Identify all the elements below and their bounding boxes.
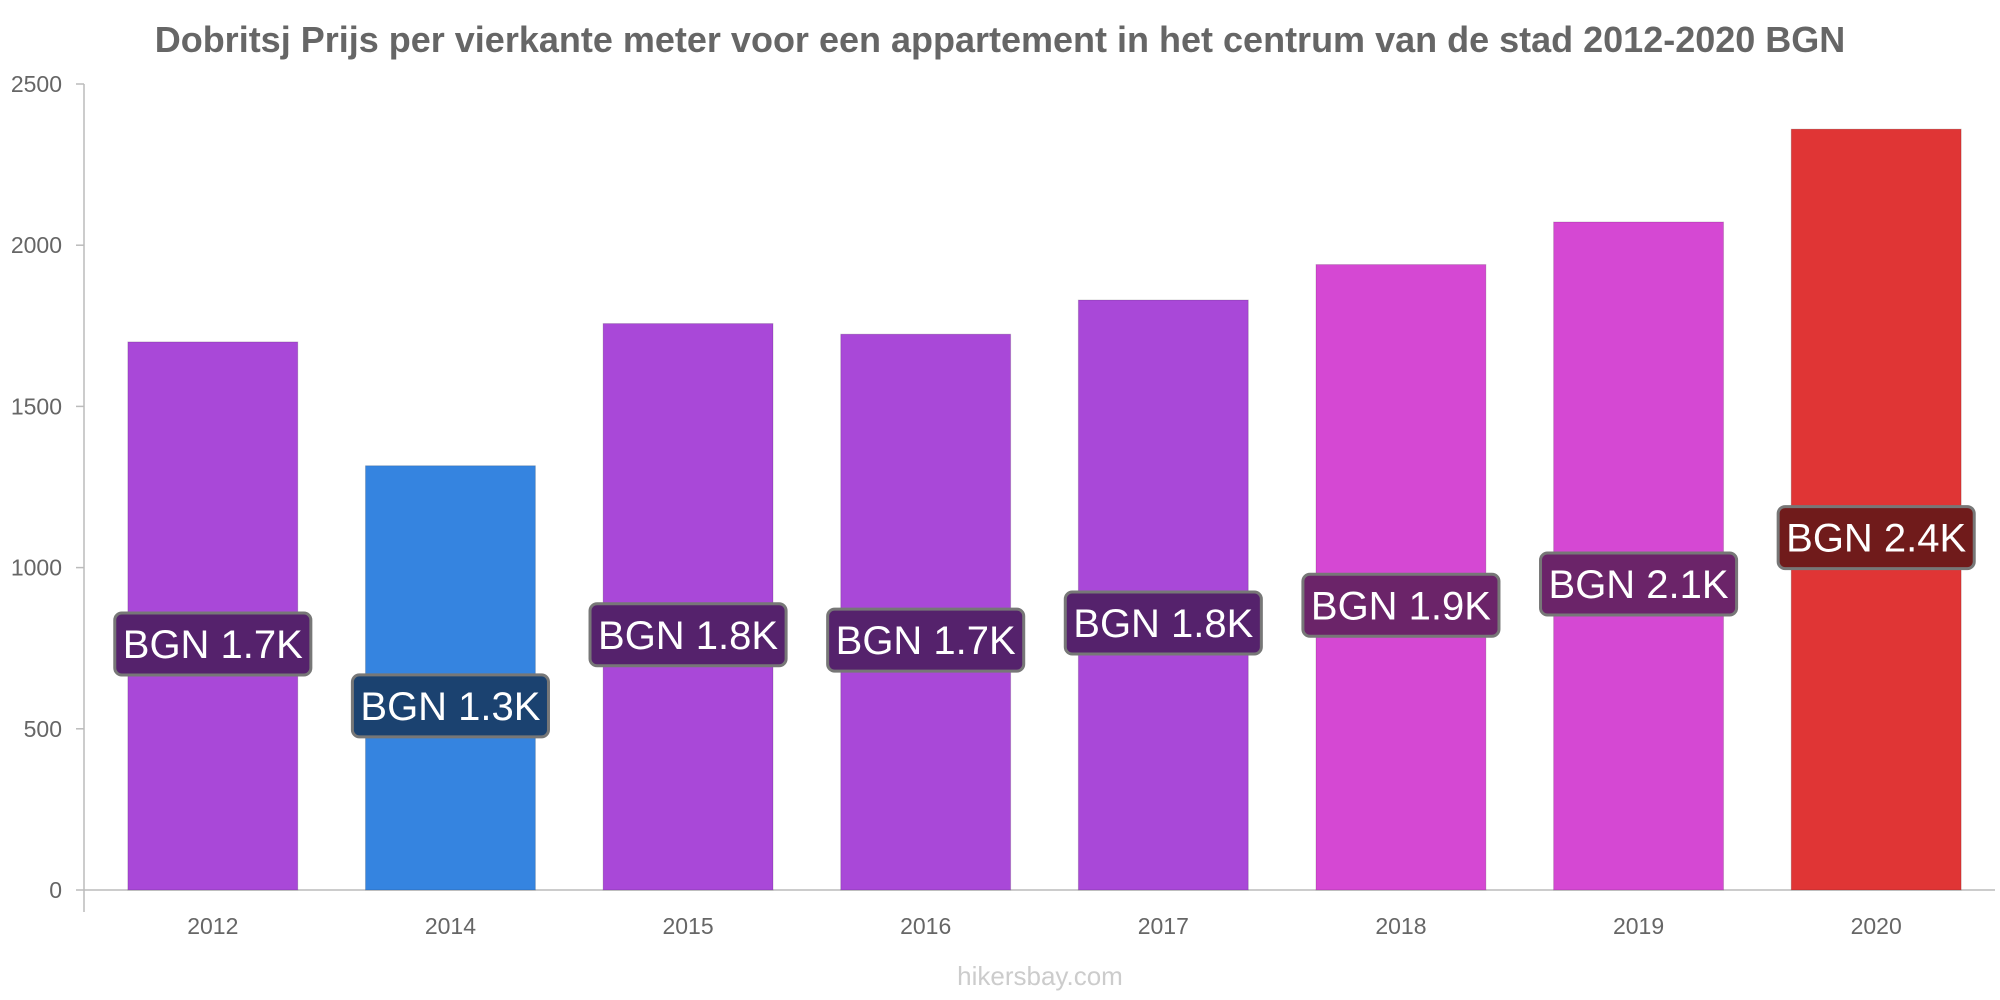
data-label-text: BGN 1.8K xyxy=(1073,602,1253,646)
y-axis-ticks: 0 500 1000 1500 2000 2500 xyxy=(11,71,84,903)
y-tick-label: 0 xyxy=(49,877,62,903)
x-tick-label: 2012 xyxy=(187,913,238,939)
bars xyxy=(127,128,1962,891)
data-label: BGN 1.3K xyxy=(350,673,550,739)
data-label: BGN 1.8K xyxy=(588,602,788,668)
data-label-box xyxy=(1063,590,1263,656)
data-label-text: BGN 1.7K xyxy=(836,619,1016,663)
y-tick-label: 500 xyxy=(24,716,62,742)
data-label-box xyxy=(113,611,313,677)
data-labels: BGN 1.7K BGN 1.3K BGN 1.8K BGN 1.7K BGN 1.8K… xyxy=(113,505,1976,739)
data-label: BGN 1.9K xyxy=(1301,572,1501,638)
y-tick-label: 1000 xyxy=(11,555,62,581)
data-label-text: BGN 1.9K xyxy=(1311,584,1491,628)
data-label: BGN 2.4K xyxy=(1776,505,1976,571)
data-label: BGN 2.1K xyxy=(1539,551,1739,617)
y-tick-label: 1500 xyxy=(11,393,62,419)
x-tick-label: 2020 xyxy=(1851,913,1902,939)
data-label-box xyxy=(1776,505,1976,571)
y-tick-label: 2000 xyxy=(11,232,62,258)
data-label: BGN 1.7K xyxy=(113,611,313,677)
data-label-text: BGN 2.1K xyxy=(1549,563,1729,607)
x-axis-ticks: 2012 2014 2015 2016 2017 2018 2019 2020 xyxy=(187,913,1902,939)
x-tick-label: 2017 xyxy=(1138,913,1189,939)
data-label-text: BGN 1.3K xyxy=(360,685,540,729)
data-label-text: BGN 1.7K xyxy=(123,623,303,667)
x-tick-label: 2016 xyxy=(900,913,951,939)
chart-title: Dobritsj Prijs per vierkante meter voor … xyxy=(155,19,1846,60)
data-label: BGN 1.7K xyxy=(826,607,1026,673)
data-label: BGN 1.8K xyxy=(1063,590,1263,656)
data-label-text: BGN 2.4K xyxy=(1786,517,1966,561)
data-label-box xyxy=(350,673,550,739)
data-label-box xyxy=(588,602,788,668)
y-tick-label: 2500 xyxy=(11,71,62,97)
x-tick-label: 2015 xyxy=(662,913,713,939)
watermark-text: hikersbay.com xyxy=(957,961,1123,991)
data-label-text: BGN 1.8K xyxy=(598,614,778,658)
data-label-box xyxy=(1539,551,1739,617)
x-tick-label: 2019 xyxy=(1613,913,1664,939)
data-label-box xyxy=(1301,572,1501,638)
x-tick-label: 2018 xyxy=(1375,913,1426,939)
x-tick-label: 2014 xyxy=(425,913,476,939)
data-label-box xyxy=(826,607,1026,673)
